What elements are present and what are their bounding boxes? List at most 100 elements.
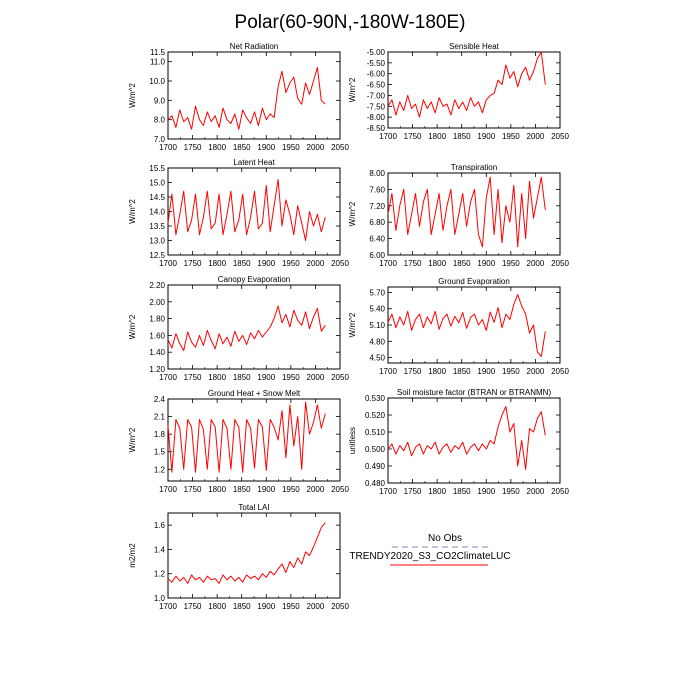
chart-total-lai: Total LAI 1700 1750 1800 1850 1900 1950 2000 205… xyxy=(128,503,349,611)
y-tick-label: 6.80 xyxy=(369,218,385,227)
y-axis-label: W/m^2 xyxy=(128,83,137,108)
series-line-transpiration xyxy=(387,176,546,248)
x-tick-label: 2050 xyxy=(331,259,349,268)
y-tick-label: 0.490 xyxy=(365,462,386,471)
x-tick-label: 1700 xyxy=(159,259,177,268)
x-tick-label: 1950 xyxy=(282,485,300,494)
figure-title: Polar(60-90N,-180W-180E) xyxy=(235,12,466,33)
y-tick-label: 1.2 xyxy=(154,465,166,474)
x-tick-label: 1900 xyxy=(257,602,275,611)
legend-label-trendy: TRENDY2020_S3_CO2ClimateLUC xyxy=(349,551,510,562)
x-tick-label: 2050 xyxy=(331,143,349,152)
x-tick-label: 1700 xyxy=(159,602,177,611)
x-tick-label: 1900 xyxy=(477,367,495,376)
plot-frame xyxy=(167,398,341,482)
series-line-total-lai xyxy=(167,522,326,584)
y-tick-label: 7.0 xyxy=(154,135,166,144)
x-tick-label: 1950 xyxy=(282,602,300,611)
chart-soil-moisture-factor: Soil moisture factor (BTRAN or BTRANMN) 1… xyxy=(348,388,569,496)
y-tick-label: 13.0 xyxy=(149,237,165,246)
y-axis-label: W/m^2 xyxy=(128,199,137,224)
series-line-net-radiation xyxy=(167,67,326,130)
y-axis-label: W/m^2 xyxy=(348,201,357,226)
chart-sensible-heat: Sensible Heat 1700 1750 1800 1850 1900 1950 200… xyxy=(348,42,569,141)
y-tick-label: -6.00 xyxy=(367,70,386,79)
plot-frame xyxy=(167,51,341,140)
y-tick-label: 14.0 xyxy=(149,208,165,217)
y-tick-label: 10.0 xyxy=(149,77,165,86)
plot-frame xyxy=(387,397,561,484)
plot-frame xyxy=(167,512,341,599)
x-tick-label: 1750 xyxy=(184,259,202,268)
x-tick-label: 1700 xyxy=(159,143,177,152)
y-tick-label: 1.5 xyxy=(154,448,166,457)
x-tick-label: 1900 xyxy=(257,373,275,382)
x-tick-label: 1900 xyxy=(257,485,275,494)
y-tick-label: 0.520 xyxy=(365,411,386,420)
x-tick-label: 1850 xyxy=(233,373,251,382)
x-tick-label: 2000 xyxy=(307,485,325,494)
y-tick-label: 8.00 xyxy=(369,169,385,178)
x-tick-label: 1800 xyxy=(208,259,226,268)
y-tick-label: 11.0 xyxy=(150,58,166,67)
x-tick-label: 1850 xyxy=(453,259,471,268)
x-tick-label: 1700 xyxy=(159,373,177,382)
chart-ground-heat-snow-melt: Ground Heat + Snow Melt 1700 1750 1800 1850 1… xyxy=(128,389,349,494)
y-tick-label: 0.480 xyxy=(365,479,386,488)
plot-frame xyxy=(167,167,341,256)
x-tick-label: 1900 xyxy=(257,259,275,268)
x-tick-label: 2000 xyxy=(307,602,325,611)
series-line-soil-moisture-factor xyxy=(387,406,546,470)
x-tick-label: 2050 xyxy=(551,132,569,141)
chart-canopy-evaporation: Canopy Evaporation 1700 1750 1800 1850 1900 19… xyxy=(128,275,349,382)
x-tick-label: 1950 xyxy=(282,143,300,152)
y-tick-label: 15.5 xyxy=(149,164,165,173)
chart-title: Transpiration xyxy=(451,163,497,172)
x-tick-label: 1750 xyxy=(404,367,422,376)
series-line-ground-heat-snow-melt xyxy=(167,401,326,473)
series-line-ground-evaporation xyxy=(387,294,546,357)
chart-title: Ground Heat + Snow Melt xyxy=(208,389,301,398)
chart-latent-heat: Latent Heat 1700 1750 1800 1850 1900 1950 2000 2… xyxy=(128,158,349,268)
x-tick-label: 1800 xyxy=(428,132,446,141)
x-tick-label: 1850 xyxy=(233,485,251,494)
x-tick-label: 1850 xyxy=(233,143,251,152)
x-tick-label: 1950 xyxy=(502,487,520,496)
y-tick-label: 2.00 xyxy=(149,298,165,307)
chart-title: Net Radiation xyxy=(230,42,278,51)
x-tick-label: 1850 xyxy=(453,487,471,496)
y-tick-label: 5.40 xyxy=(369,305,385,314)
chart-title: Sensible Heat xyxy=(449,42,500,51)
x-tick-label: 2000 xyxy=(307,373,325,382)
x-tick-label: 1700 xyxy=(159,485,177,494)
x-tick-label: 1700 xyxy=(379,132,397,141)
x-tick-label: 1800 xyxy=(208,373,226,382)
y-tick-label: 1.0 xyxy=(154,594,166,603)
y-axis-label: W/m^2 xyxy=(348,77,357,102)
chart-title: Canopy Evaporation xyxy=(218,275,291,284)
chart-transpiration: Transpiration 1700 1750 1800 1850 1900 1950 200… xyxy=(348,163,569,268)
x-tick-label: 1900 xyxy=(477,259,495,268)
x-tick-label: 1700 xyxy=(379,487,397,496)
x-tick-label: 1850 xyxy=(233,259,251,268)
y-tick-label: 9.0 xyxy=(154,96,166,105)
x-tick-label: 1750 xyxy=(404,132,422,141)
x-tick-label: 1900 xyxy=(257,143,275,152)
y-axis-label: W/m^2 xyxy=(128,314,137,339)
series-line-canopy-evaporation xyxy=(167,305,326,351)
chart-title: Soil moisture factor (BTRAN or BTRANMN) xyxy=(397,388,552,397)
y-tick-label: 0.510 xyxy=(365,428,386,437)
y-tick-label: 5.70 xyxy=(369,288,385,297)
chart-title: Ground Evaporation xyxy=(438,277,510,286)
x-tick-label: 2000 xyxy=(307,143,325,152)
y-tick-label: -6.50 xyxy=(367,81,386,90)
y-tick-label: -7.50 xyxy=(367,102,386,111)
plot-frame xyxy=(167,284,341,370)
x-tick-label: 1800 xyxy=(208,143,226,152)
y-tick-label: -7.00 xyxy=(367,91,386,100)
x-tick-label: 1750 xyxy=(184,602,202,611)
y-axis-label: W/m^2 xyxy=(128,427,137,452)
x-tick-label: 1900 xyxy=(477,132,495,141)
y-tick-label: 1.4 xyxy=(154,545,166,554)
x-tick-label: 2000 xyxy=(527,259,545,268)
